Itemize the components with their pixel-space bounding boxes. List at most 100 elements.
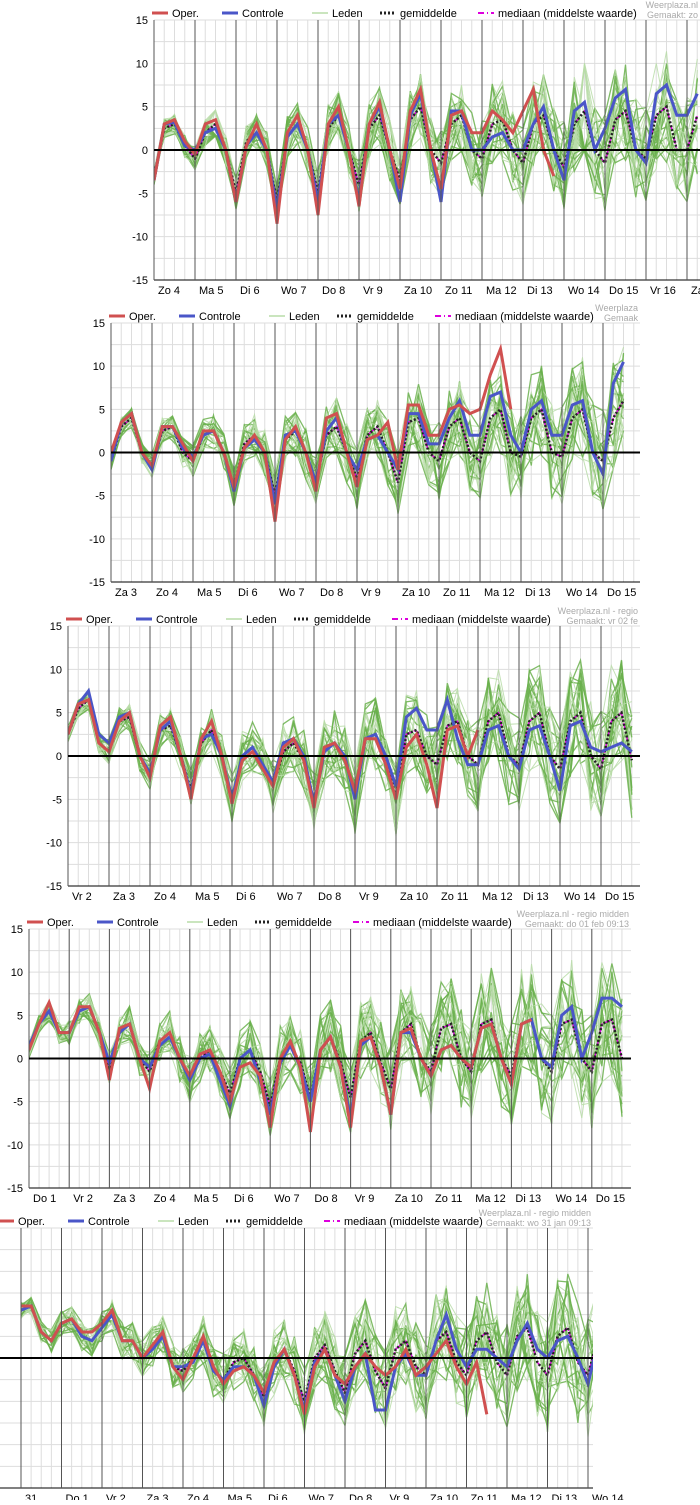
day-label: Ma 12: [482, 891, 513, 903]
y-tick-label: 15: [50, 621, 62, 633]
plot-area: [20, 1273, 593, 1438]
legend-label-oper: Oper.: [47, 917, 74, 929]
day-label: Di 6: [238, 587, 258, 599]
legend-label-gemiddelde: gemiddelde: [357, 311, 414, 323]
day-label: Do 15: [605, 891, 634, 903]
day-label: Zo 11: [471, 1493, 498, 1500]
watermark-line: Weerplaza.nl - regio midden: [517, 909, 629, 919]
day-label: Zo 4: [154, 891, 176, 903]
y-tick-label: 5: [99, 404, 105, 416]
day-label: Ma 12: [511, 1493, 542, 1500]
y-tick-label: -10: [132, 232, 148, 244]
watermark-line: Gemaakt: wo 31 jan 09:13: [486, 1218, 591, 1228]
legend-label-controle: Controle: [156, 614, 198, 626]
y-tick-label: 15: [11, 924, 23, 936]
day-label: Wo 7: [309, 1493, 334, 1500]
day-label: Za 10: [430, 1493, 458, 1500]
day-label: Vr 9: [359, 891, 379, 903]
watermark-line: Weerplaza.nl - regio: [558, 606, 638, 616]
day-label: Za 3: [115, 587, 137, 599]
legend-label-gemiddelde: gemiddelde: [400, 8, 457, 20]
legend-label-oper: Oper.: [86, 614, 113, 626]
ensemble-member-line: [111, 352, 625, 514]
day-label: Zo 4: [158, 285, 180, 297]
ensemble-member-line: [20, 1273, 593, 1417]
day-label: Za 10: [395, 1193, 423, 1205]
day-label: Wo 14: [592, 1493, 624, 1500]
y-tick-label: 10: [11, 967, 23, 979]
day-label: Di 6: [268, 1493, 288, 1500]
day-label: Do 1: [33, 1193, 56, 1205]
chart-panel-4: 15 10 5 0 -5 -10 -15 Do 1 Vr 2 Za 3 Zo 4 Ma 5 Di 6 Wo…: [7, 909, 631, 1205]
y-tick-label: -15: [7, 1183, 23, 1195]
day-label: Ma 5: [194, 1193, 218, 1205]
y-tick-label: 10: [93, 361, 105, 373]
y-tick-label: 0: [56, 751, 62, 763]
ensemble-member-line: [20, 1306, 593, 1430]
ensemble-member-line: [68, 682, 633, 822]
day-label: Za 10: [400, 891, 428, 903]
y-tick-label: -5: [138, 188, 148, 200]
ensemble-member-line: [29, 989, 623, 1121]
y-tick-label: 15: [136, 15, 148, 27]
y-tick-label: -10: [46, 838, 62, 850]
ensemble-member-line: [154, 68, 698, 213]
day-label: Do 8: [318, 891, 341, 903]
legend-label-controle: Controle: [242, 8, 284, 20]
plot-area: [29, 959, 624, 1136]
watermark-line: Weerplaza.nl - regio midden: [479, 1208, 591, 1218]
day-label: Do 1: [66, 1493, 89, 1500]
day-label: Wo 14: [568, 285, 600, 297]
legend-label-controle: Controle: [117, 917, 159, 929]
y-tick-label: 0: [17, 1054, 23, 1066]
day-label: Di 13: [523, 891, 549, 903]
ensemble-member-line: [111, 377, 625, 508]
day-label: Ma 12: [486, 285, 517, 297]
day-label: Di 13: [552, 1493, 578, 1500]
day-label: Ma 5: [197, 587, 221, 599]
day-label: Zo 4: [156, 587, 178, 599]
y-tick-label: -15: [132, 275, 148, 287]
day-label: Di 6: [240, 285, 260, 297]
ensemble-member-line: [20, 1283, 593, 1431]
day-label: Zo 11: [441, 891, 468, 903]
y-tick-label: -10: [7, 1140, 23, 1152]
legend-label-leden: Leden: [178, 1216, 209, 1228]
oper-line: [111, 343, 513, 522]
day-label: Do 15: [596, 1193, 625, 1205]
day-label: Zo 4: [154, 1193, 176, 1205]
y-tick-label: 0: [142, 145, 148, 157]
y-tick-label: 0: [99, 448, 105, 460]
y-tick-label: 5: [142, 102, 148, 114]
day-label: Za 3: [147, 1493, 169, 1500]
legend-label-oper: Oper.: [129, 311, 156, 323]
legend-label-gemiddelde: gemiddelde: [246, 1216, 303, 1228]
legend-label-leden: Leden: [207, 917, 238, 929]
legend-label-oper: Oper.: [172, 8, 199, 20]
day-label: Wo 14: [556, 1193, 588, 1205]
day-label: Wo 7: [277, 891, 302, 903]
ensemble-member-line: [29, 963, 623, 1126]
y-tick-label: 10: [136, 58, 148, 70]
day-label: Ma 5: [199, 285, 223, 297]
y-tick-label: 10: [50, 664, 62, 676]
day-label: Vr 2: [73, 1193, 93, 1205]
y-tick-label: -5: [95, 491, 105, 503]
day-label: Za 3: [113, 1193, 135, 1205]
day-label: Ma 5: [195, 891, 219, 903]
mediaan-line: [154, 105, 699, 203]
day-label: Zo 4: [187, 1493, 209, 1500]
ensemble-member-line: [20, 1291, 593, 1404]
chart-panel-3: 15 10 5 0 -5 -10 -15 Vr 2 Za 3 Zo 4 Ma 5 Di 6 Wo 7 Do…: [46, 606, 640, 903]
legend-label-controle: Controle: [199, 311, 241, 323]
day-label: Ma 12: [475, 1193, 506, 1205]
y-tick-label: 15: [93, 318, 105, 330]
watermark-line: Gemaak: [604, 313, 639, 323]
day-label: Vr 9: [390, 1493, 410, 1500]
ensemble-member-line: [20, 1285, 593, 1421]
y-tick-label: -15: [46, 881, 62, 893]
ensemble-member-line: [20, 1285, 593, 1428]
day-label: Za 3: [113, 891, 135, 903]
y-tick-label: -15: [89, 577, 105, 589]
